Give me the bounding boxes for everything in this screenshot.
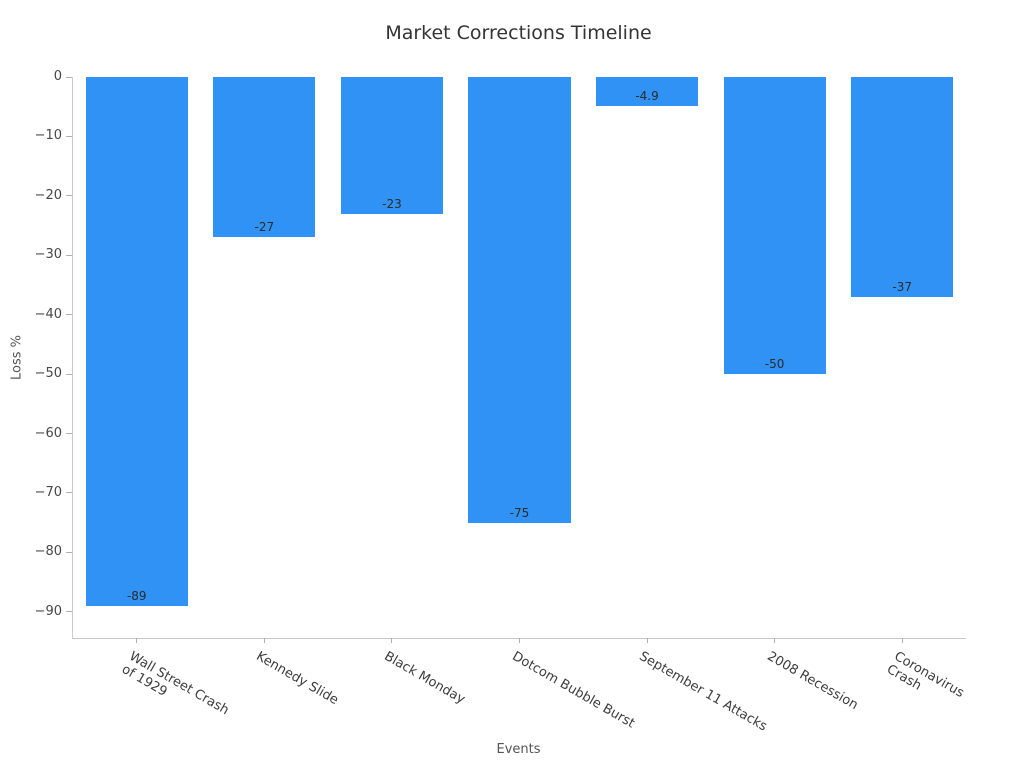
- y-tick-mark: [66, 551, 72, 553]
- y-tick-label: −20: [34, 187, 62, 203]
- x-tick-label: Kennedy Slide: [253, 649, 342, 709]
- x-tick-mark: [901, 638, 903, 643]
- x-tick-mark: [774, 638, 776, 643]
- y-tick-label: −10: [34, 128, 62, 144]
- bar-1: -89: [85, 77, 188, 606]
- bar-value-label: -27: [254, 220, 275, 235]
- bar-2: -27: [213, 77, 316, 238]
- x-tick-mark: [263, 638, 265, 643]
- x-tick-label: Black Monday: [381, 649, 468, 708]
- bar-value-label: -89: [126, 588, 147, 603]
- y-tick-label: −90: [34, 603, 62, 619]
- bar-value-label: -75: [509, 505, 530, 520]
- y-tick-label: −60: [34, 425, 62, 441]
- y-tick-label: −80: [34, 544, 62, 560]
- x-tick-label: Wall Street Crash of 1929: [118, 649, 232, 719]
- x-tick-mark: [519, 638, 520, 643]
- bar-value-label: -50: [764, 357, 785, 372]
- y-tick-mark: [66, 195, 72, 197]
- y-tick-label: −50: [34, 366, 62, 382]
- bar-4: -75: [468, 77, 571, 523]
- x-tick-label: 2008 Recession: [764, 649, 861, 714]
- bar-value-label: -4.9: [635, 89, 659, 104]
- y-tick-label: −30: [34, 247, 62, 263]
- y-tick-mark: [66, 254, 72, 256]
- y-tick-mark: [66, 433, 72, 435]
- y-tick-mark: [66, 373, 72, 375]
- bar-value-label: -37: [892, 279, 912, 294]
- x-tick-label: Dotcom Bubble Burst: [509, 649, 637, 732]
- y-tick-label: −40: [34, 306, 62, 322]
- plot-area: 0 −10 −20 −30 −40 −50 −60 −70 −80 −90 -89 Wall Stre…: [35, 69, 967, 734]
- y-tick-mark: [66, 314, 72, 316]
- y-tick-mark: [66, 76, 72, 78]
- chart-title: Market Corrections Timeline: [385, 22, 652, 44]
- x-axis-label: Events: [496, 742, 541, 757]
- bar-7: -37: [851, 77, 954, 297]
- y-axis-label: Loss %: [9, 335, 25, 380]
- y-tick-label: 0: [53, 69, 62, 84]
- x-tick-mark: [391, 638, 393, 643]
- y-tick-mark: [66, 611, 72, 613]
- y-tick-label: −70: [34, 484, 62, 500]
- x-tick-mark: [646, 638, 648, 643]
- x-tick-mark: [136, 638, 138, 643]
- bar-5: -4.9: [596, 77, 699, 107]
- y-tick-mark: [66, 492, 72, 494]
- bar-6: -50: [723, 77, 826, 375]
- y-tick-mark: [66, 135, 72, 137]
- bar-value-label: -23: [382, 196, 402, 211]
- x-tick-label: Coronavirus Crash: [884, 649, 967, 701]
- x-tick-label: September 11 Attacks: [636, 649, 770, 735]
- bar-3: -23: [340, 77, 443, 214]
